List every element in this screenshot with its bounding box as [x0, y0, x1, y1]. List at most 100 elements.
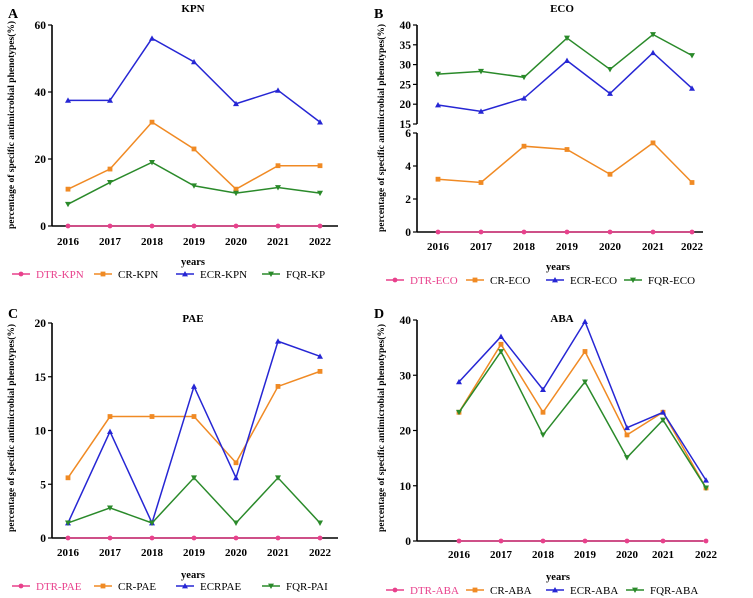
series-ecrpae	[65, 338, 323, 526]
data-point	[498, 333, 504, 339]
x-tick-label: 2020	[616, 549, 639, 561]
x-tick-label: 2022	[309, 236, 332, 248]
x-tick-label: 2017	[470, 241, 493, 253]
y-tick-label: 40	[35, 87, 47, 99]
data-point	[689, 229, 695, 235]
y-tick-label: 35	[400, 40, 412, 52]
series-line	[437, 33, 693, 79]
data-point	[435, 101, 441, 108]
data-point	[107, 223, 113, 229]
legend-label: CR-ABA	[490, 585, 532, 597]
legend-marker	[632, 587, 638, 593]
data-point	[107, 428, 113, 434]
panel-letter: C	[8, 307, 18, 322]
legend-label: ECR-ECO	[570, 275, 617, 287]
legend-marker	[472, 587, 478, 593]
series-ecr-aba	[456, 318, 709, 483]
data-point	[233, 223, 239, 229]
data-point	[703, 538, 709, 544]
y-tick-label: 60	[35, 20, 47, 32]
data-point	[703, 477, 709, 483]
data-point	[689, 85, 695, 91]
data-point	[65, 535, 71, 541]
data-point	[498, 538, 504, 544]
legend-label: DTR-ABA	[410, 585, 459, 597]
legend-label: FQR-KP	[286, 269, 325, 281]
data-point	[650, 229, 656, 235]
data-point	[624, 432, 630, 438]
data-point	[191, 183, 197, 189]
x-axis-label: years	[546, 262, 570, 273]
data-point	[607, 90, 613, 96]
y-tick-label: 20	[400, 99, 412, 111]
y-tick-label: 10	[35, 426, 47, 438]
data-point	[660, 409, 666, 415]
legend-marker	[630, 277, 636, 283]
series-dtr-pae	[65, 535, 323, 541]
legend-marker	[268, 271, 274, 277]
data-point	[540, 409, 546, 415]
series-dtr-aba	[456, 538, 709, 544]
x-tick-label: 2016	[57, 547, 80, 559]
data-point	[660, 417, 666, 424]
legend-label: FQR-ABA	[650, 585, 698, 597]
y-axis-label: percentage of specific antimicrobial phe…	[376, 24, 387, 232]
data-point	[456, 538, 462, 544]
series-fqr-eco	[435, 32, 695, 81]
y-tick-label: 40	[400, 20, 412, 32]
legend-marker	[392, 587, 398, 593]
data-point	[317, 190, 323, 197]
data-point	[650, 140, 656, 146]
x-tick-label: 2016	[57, 236, 80, 248]
panel-d: D ABA percentage of specific antimicrobial…	[374, 307, 718, 597]
data-point	[275, 475, 281, 481]
legend-marker	[182, 583, 188, 589]
chart-title: KPN	[181, 3, 204, 15]
legend-label: DTR-KPN	[36, 269, 84, 281]
data-point	[582, 349, 588, 354]
y-tick-label: 30	[400, 60, 412, 72]
legend-label: CR-KPN	[118, 269, 158, 281]
data-point	[275, 384, 281, 389]
x-tick-label: 2018	[532, 549, 555, 561]
x-axis-label: years	[546, 572, 570, 583]
series-fqr-pai	[65, 475, 323, 526]
data-point	[317, 119, 323, 125]
data-point	[607, 66, 613, 73]
panel-letter: A	[8, 7, 19, 22]
data-point	[233, 100, 239, 107]
legend-marker	[392, 277, 398, 283]
data-point	[233, 190, 239, 197]
data-point	[191, 414, 197, 419]
data-point	[275, 163, 281, 169]
data-point	[233, 535, 239, 541]
data-point	[149, 520, 155, 526]
x-tick-label: 2017	[490, 549, 513, 561]
data-point	[689, 53, 695, 59]
data-point	[478, 108, 484, 114]
data-point	[191, 58, 197, 65]
y-tick-label: 25	[400, 79, 412, 91]
data-point	[233, 474, 239, 481]
data-point	[689, 180, 695, 185]
data-point	[624, 424, 630, 431]
data-point	[275, 338, 281, 344]
y-tick-label: 5	[40, 479, 46, 491]
legend-label: FQR-PAI	[286, 581, 328, 593]
data-point	[540, 386, 546, 393]
x-tick-label: 2018	[141, 236, 164, 248]
data-point	[65, 223, 71, 229]
chart-title: ECO	[550, 3, 574, 15]
chart-title: PAE	[182, 313, 203, 325]
y-tick-label: 10	[400, 481, 412, 493]
data-point	[65, 186, 71, 192]
x-tick-label: 2022	[309, 547, 332, 559]
legend-label: FQR-ECO	[648, 275, 695, 287]
data-point	[191, 146, 197, 152]
data-point	[275, 535, 281, 541]
legend-marker	[18, 271, 24, 277]
y-tick-label: 0	[40, 533, 46, 545]
data-point	[107, 166, 113, 172]
data-point	[564, 147, 570, 152]
x-tick-label: 2021	[267, 547, 289, 559]
